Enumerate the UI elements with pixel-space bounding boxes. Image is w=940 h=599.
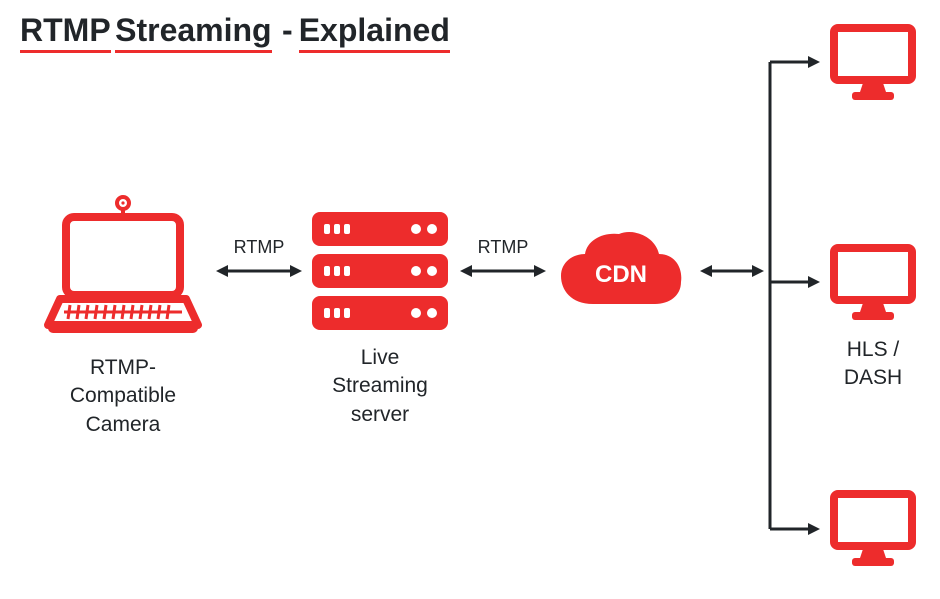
arrow-right-icon	[770, 272, 820, 292]
page-title: RTMP Streaming -Explained	[20, 12, 450, 49]
arrow-double-icon	[700, 261, 764, 281]
node-camera	[38, 195, 208, 340]
laptop-webcam-icon	[38, 195, 208, 340]
node-client2	[830, 244, 916, 322]
node-server-label: LiveStreamingserver	[300, 344, 460, 429]
node-server	[310, 212, 450, 330]
node-client1	[830, 24, 916, 102]
title-word: RTMP	[20, 12, 111, 49]
edge-1-label: RTMP	[460, 237, 546, 258]
server-rack-icon	[310, 212, 450, 330]
arrow-double-icon	[460, 261, 546, 281]
cdn-label: CDN	[595, 261, 647, 288]
node-client2-label: HLS /DASH	[820, 336, 926, 393]
monitor-icon	[830, 24, 916, 102]
arrow-double-icon	[216, 261, 302, 281]
arrow-right-icon	[770, 52, 820, 72]
monitor-icon	[830, 244, 916, 322]
node-camera-label: RTMP-CompatibleCamera	[28, 354, 218, 439]
node-cdn: CDN	[555, 230, 687, 318]
edge-0-label: RTMP	[216, 237, 302, 258]
title-word: Explained	[299, 12, 450, 49]
title-word: -	[282, 12, 293, 48]
monitor-icon	[830, 490, 916, 568]
cloud-icon: CDN	[555, 230, 687, 318]
arrow-right-icon	[770, 519, 820, 539]
node-client3	[830, 490, 916, 568]
title-word: Streaming	[115, 12, 271, 49]
